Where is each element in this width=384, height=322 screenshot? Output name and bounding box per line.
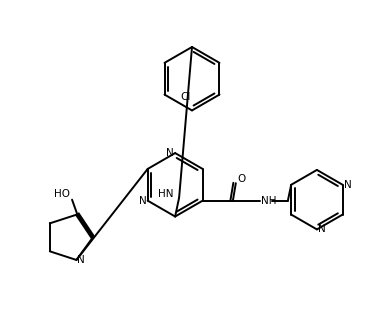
Text: Cl: Cl: [181, 91, 191, 101]
Text: N: N: [139, 196, 147, 206]
Text: N: N: [344, 180, 351, 190]
Text: NH: NH: [261, 196, 276, 206]
Text: N: N: [166, 148, 174, 158]
Text: HO: HO: [54, 189, 70, 199]
Text: N: N: [318, 224, 326, 234]
Text: HN: HN: [158, 189, 173, 199]
Text: O: O: [237, 174, 246, 184]
Text: N: N: [78, 255, 85, 265]
